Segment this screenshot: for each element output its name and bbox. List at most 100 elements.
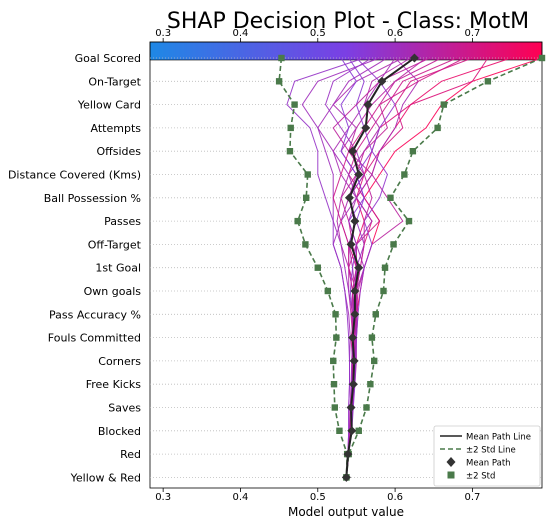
mean-path [341, 53, 419, 482]
legend-mean-marker-label: Mean Path [466, 459, 511, 469]
legend-std-marker [447, 471, 455, 479]
minus-2-std-marker [314, 264, 321, 271]
legend-mean-line-label: Mean Path Line [466, 433, 531, 443]
mean-path-marker [341, 472, 351, 482]
minus-2-std-marker [302, 194, 310, 201]
x-axis-label: Model output value [288, 505, 404, 519]
mean-path-marker [344, 193, 354, 203]
minus-2-std-marker [302, 241, 309, 248]
plus-2-std-marker [401, 171, 408, 178]
feature-label: Pass Accuracy % [49, 308, 141, 321]
chart-title: SHAP Decision Plot - Class: MotM [167, 9, 529, 34]
feature-label: Offsides [96, 145, 141, 158]
minus-2-std-marker [324, 287, 332, 295]
mean-path-marker [348, 333, 358, 343]
mean-path-marker [346, 403, 356, 412]
legend-box [433, 425, 541, 487]
mean-path-marker [377, 76, 387, 86]
feature-label: Yellow & Red [70, 471, 141, 484]
legend-mean-marker [446, 457, 456, 467]
plus-2-std-marker [538, 54, 546, 62]
feature-label: Free Kicks [86, 378, 142, 391]
x-tick-label: 0.6 [387, 492, 403, 503]
minus-2-std-marker [275, 78, 283, 85]
mean-path-marker [354, 170, 364, 179]
minus-2-std-marker [287, 124, 294, 132]
minus-2-std-marker [332, 311, 339, 318]
plus-2-std-marker [434, 124, 441, 132]
feature-label: Fouls Committed [48, 332, 141, 345]
mean-path-marker [347, 426, 357, 436]
mean-path-marker [350, 286, 360, 296]
feature-label: Red [120, 448, 141, 461]
colorbar-tick-label: 0.6 [387, 28, 403, 39]
colorbar-ticks: 0.3 0.4 0.5 0.6 0.7 [155, 28, 480, 42]
mean-path-marker [348, 146, 358, 156]
minus-2-std-marker [278, 54, 285, 62]
feature-label: Attempts [91, 122, 142, 135]
x-tick-label: 0.7 [464, 492, 480, 503]
feature-label: 1st Goal [95, 262, 141, 275]
colorbar-tick-label: 0.7 [464, 28, 480, 39]
minus-2-std-marker [333, 334, 340, 341]
plus-2-std-marker [405, 217, 413, 225]
colorbar-tick-label: 0.4 [233, 28, 249, 39]
minus-2-std-marker [330, 381, 338, 388]
feature-label: Yellow Card [77, 99, 141, 112]
mean-path-marker [346, 239, 356, 249]
plus-2-std-marker [440, 101, 448, 108]
plus-2-std-marker [371, 357, 378, 365]
mean-path-marker [350, 309, 360, 319]
plot-area: Goal Scored On-Target Yellow Card Attempts O… [8, 41, 546, 503]
sample-path-9 [332, 57, 404, 478]
feature-label: Ball Possession % [44, 192, 141, 205]
plus-2-std-marker [355, 427, 362, 434]
plus-2-std-marker [380, 287, 387, 295]
plus-2-std-marker [368, 334, 376, 341]
mean-path-marker [349, 356, 359, 366]
minus-2-std-marker [294, 217, 301, 225]
plus-2-std-marker [390, 241, 397, 248]
x-axis: 0.3 0.4 0.5 0.6 0.7 [155, 488, 480, 503]
mean-path-marker [354, 263, 364, 273]
feature-label: Saves [108, 402, 141, 415]
x-tick-label: 0.4 [233, 492, 249, 503]
plus-2-std-marker [409, 148, 417, 155]
std-band [275, 54, 546, 481]
plot-frame [149, 41, 543, 489]
feature-label: Passes [104, 215, 141, 228]
colorbar-gradient [149, 41, 543, 61]
feature-label: Blocked [98, 425, 141, 438]
minus-2-std-marker [286, 148, 294, 155]
plus-2-std-marker [387, 194, 394, 201]
feature-label: On-Target [88, 75, 141, 88]
colorbar-tick-label: 0.3 [155, 28, 171, 39]
plus-2-std-marker [381, 264, 389, 271]
legend: Mean Path Line ±2 Std Line Mean Path ±2 … [433, 425, 541, 487]
minus-2-std-marker [336, 427, 343, 434]
minus-2-std-marker [304, 171, 311, 178]
feature-label: Goal Scored [75, 52, 141, 65]
mean-path-marker [363, 100, 373, 110]
feature-label: Off-Target [88, 238, 142, 251]
minus-2-std-marker [291, 101, 298, 108]
mean-path-marker [348, 379, 358, 389]
legend-std-line-label: ±2 Std Line [466, 446, 516, 456]
minus-2-std-marker [331, 404, 338, 411]
colorbar-tick-label: 0.5 [310, 28, 326, 39]
minus-2-std-marker [330, 357, 337, 365]
plus-2-std-marker [367, 381, 374, 388]
mean-path-marker [409, 53, 419, 63]
mean-path-marker [343, 449, 353, 459]
feature-labels: Goal Scored On-Target Yellow Card Attempts O… [8, 52, 142, 484]
feature-label: Distance Covered (Kms) [8, 169, 141, 182]
plus-2-std-marker [363, 404, 370, 411]
x-tick-label: 0.5 [310, 492, 326, 503]
plus-2-std-marker [372, 311, 379, 318]
feature-label: Own goals [84, 285, 142, 298]
legend-std-marker-label: ±2 Std [466, 472, 495, 482]
mean-path-marker [361, 123, 371, 133]
plus-2-std-marker [484, 78, 492, 85]
x-tick-label: 0.3 [155, 492, 171, 503]
